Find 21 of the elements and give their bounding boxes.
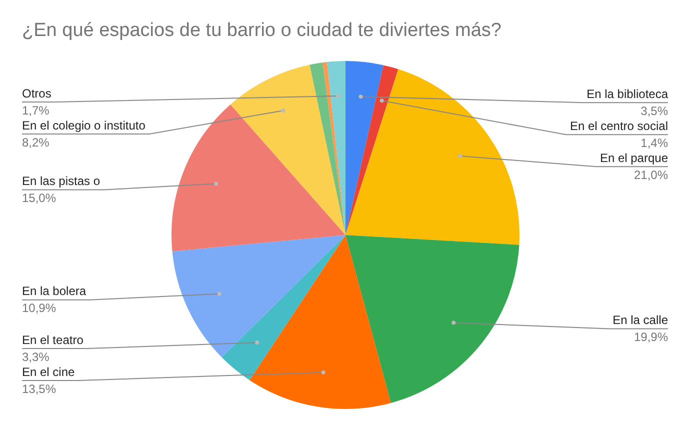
slice-label: En las pistas o [22, 174, 100, 188]
data-label: 1,7% [22, 103, 50, 118]
data-label: 8,2% [22, 135, 50, 150]
slice-label: En el cine [22, 364, 76, 379]
data-label: 3,5% [640, 104, 668, 118]
data-label: 3,3% [22, 350, 50, 364]
slice-label: En el teatro [22, 332, 84, 347]
slice-label: En la calle [612, 313, 668, 328]
slice-label: En la bolera [22, 284, 86, 298]
data-label: 15,0% [22, 191, 56, 206]
data-label: 19,9% [634, 330, 668, 344]
data-label: 1,4% [640, 136, 668, 150]
chart-title: ¿En qué espacios de tu barrio o ciudad te diviertes más? [22, 20, 502, 42]
slice-label: En el parque [600, 150, 668, 165]
slice-label: En la biblioteca [586, 86, 668, 101]
data-label: 13,5% [22, 382, 56, 396]
data-label: 21,0% [634, 168, 668, 182]
slice-label: Otros [22, 86, 52, 100]
data-label: 10,9% [22, 301, 56, 316]
slice-label: En el centro social [570, 118, 668, 133]
slice-label: En el colegio o instituto [22, 118, 146, 132]
